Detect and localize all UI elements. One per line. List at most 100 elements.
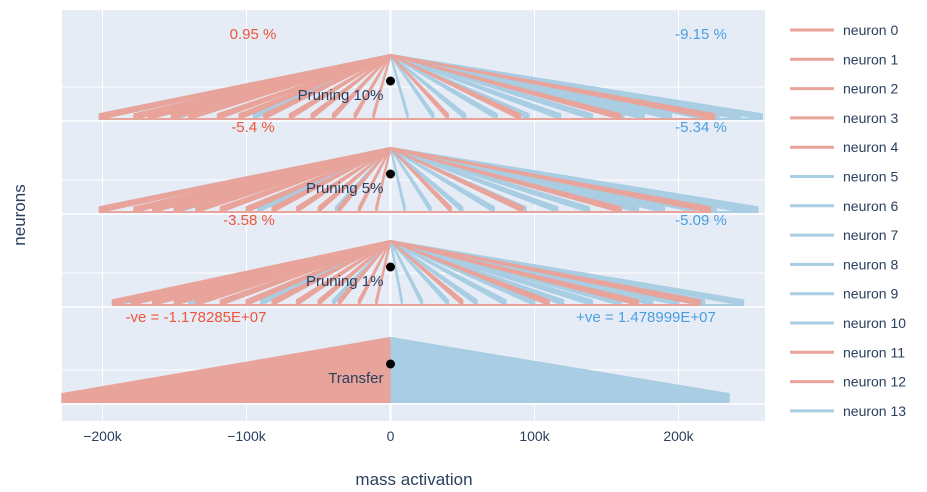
activation-line-blue — [389, 337, 536, 395]
activation-line-red — [375, 240, 392, 302]
activation-line-red — [389, 147, 622, 209]
activation-line-blue — [389, 147, 464, 209]
legend-item[interactable]: neuron 2 — [790, 81, 898, 97]
panel-marker — [386, 262, 395, 272]
legend-item[interactable]: neuron 5 — [790, 169, 898, 185]
activation-line-red — [317, 147, 392, 209]
activation-line-red — [389, 54, 450, 116]
activation-line-blue — [389, 240, 478, 302]
legend-item[interactable]: neuron 10 — [790, 315, 906, 331]
activation-line-blue — [389, 54, 562, 116]
positive-annotation: +ve = 1.478999E+07 — [576, 309, 716, 326]
activation-line-blue — [389, 337, 421, 395]
legend-item[interactable]: neuron 3 — [790, 110, 898, 126]
legend-label: neuron 8 — [843, 256, 898, 272]
activation-line-red — [133, 337, 392, 395]
activation-line-red — [389, 240, 702, 302]
activation-line-red — [238, 54, 392, 116]
negative-annotation: 0.95 % — [230, 26, 277, 43]
activation-line-blue — [389, 240, 507, 302]
legend-item[interactable]: neuron 11 — [790, 344, 905, 360]
x-tick-label: 200k — [663, 428, 694, 444]
activation-line-blue — [389, 337, 478, 395]
x-tick-labels: −200k −100k 0 100k 200k — [83, 428, 694, 444]
activation-line-red — [195, 147, 392, 209]
legend-item[interactable]: neuron 7 — [790, 227, 898, 243]
activation-line-red — [173, 147, 392, 209]
activation-line-blue — [389, 240, 745, 302]
activation-line-red — [295, 147, 392, 209]
activation-line-red — [216, 54, 392, 116]
activation-line-red — [310, 54, 392, 116]
activation-line-red — [245, 240, 392, 302]
activation-line-red — [372, 54, 392, 116]
activation-line-blue — [389, 337, 507, 395]
negative-annotation: -3.58 % — [223, 212, 275, 229]
activation-line-red — [245, 147, 392, 209]
activation-line-blue — [389, 147, 496, 209]
activation-line-red — [389, 54, 522, 116]
activation-line-blue — [389, 54, 467, 116]
panel-label: Pruning 5% — [306, 180, 384, 197]
activation-line-red — [357, 147, 392, 209]
y-axis-title: neurons — [10, 184, 29, 245]
panel-label: Transfer — [328, 370, 383, 387]
legend-item[interactable]: neuron 1 — [790, 51, 898, 67]
legend-label: neuron 10 — [843, 315, 906, 331]
activation-line-red — [159, 337, 392, 395]
activation-line-blue — [389, 240, 594, 302]
activation-line-red — [216, 337, 392, 395]
legend: neuron 0 neuron 1 neuron 2 neuron 3 neuron 4… — [790, 22, 906, 419]
legend-item[interactable]: neuron 0 — [790, 22, 898, 38]
legend-item[interactable]: neuron 4 — [790, 139, 898, 155]
positive-annotation: -9.15 % — [675, 26, 727, 43]
legend-item[interactable]: neuron 8 — [790, 256, 898, 272]
legend-label: neuron 13 — [843, 403, 906, 419]
panel-2: Pruning 1% -3.58 % -5.09 % — [111, 212, 745, 306]
activation-line-blue — [389, 147, 559, 209]
activation-line-red — [271, 240, 392, 302]
activation-line-red — [357, 240, 392, 302]
activation-line-red — [389, 240, 464, 302]
panel-marker — [386, 76, 395, 86]
legend-label: neuron 9 — [843, 286, 898, 302]
activation-line-red — [173, 240, 392, 302]
legend-item[interactable]: neuron 9 — [790, 286, 898, 302]
legend-label: neuron 3 — [843, 110, 898, 126]
activation-line-red — [303, 337, 392, 395]
x-tick-label: −200k — [83, 428, 123, 444]
panel-label: Pruning 10% — [298, 87, 384, 104]
activation-line-red — [219, 240, 392, 302]
legend-item[interactable]: neuron 6 — [790, 198, 898, 214]
activation-line-red — [353, 54, 392, 116]
legend-item[interactable]: neuron 12 — [790, 374, 906, 390]
activation-line-red — [274, 337, 392, 395]
activation-line-red — [389, 240, 640, 302]
activation-line-blue — [389, 337, 450, 395]
activation-line-red — [317, 240, 392, 302]
activation-line-blue — [389, 337, 594, 395]
panel-1: Pruning 5% -5.4 % -5.34 % — [98, 119, 759, 213]
legend-label: neuron 6 — [843, 198, 898, 214]
activation-line-red — [219, 147, 392, 209]
activation-line-blue — [389, 337, 565, 395]
activation-line-blue — [389, 337, 680, 395]
activation-line-red — [331, 337, 392, 395]
panel-label: Pruning 1% — [306, 273, 384, 290]
negative-annotation: -5.4 % — [231, 119, 274, 136]
legend-label: neuron 7 — [843, 227, 898, 243]
legend-item[interactable]: neuron 13 — [790, 403, 906, 419]
activation-line-red — [389, 240, 550, 302]
positive-annotation: -5.34 % — [675, 119, 727, 136]
activation-line-red — [331, 54, 392, 116]
positive-annotation: -5.09 % — [675, 212, 727, 229]
x-tick-label: 0 — [387, 428, 395, 444]
activation-line-red — [375, 147, 392, 209]
activation-line-red — [360, 337, 392, 395]
activation-line-blue — [389, 54, 409, 116]
legend-label: neuron 0 — [843, 22, 898, 38]
legend-label: neuron 11 — [843, 344, 905, 360]
activation-line-blue — [389, 147, 406, 209]
activation-line-red — [288, 54, 392, 116]
